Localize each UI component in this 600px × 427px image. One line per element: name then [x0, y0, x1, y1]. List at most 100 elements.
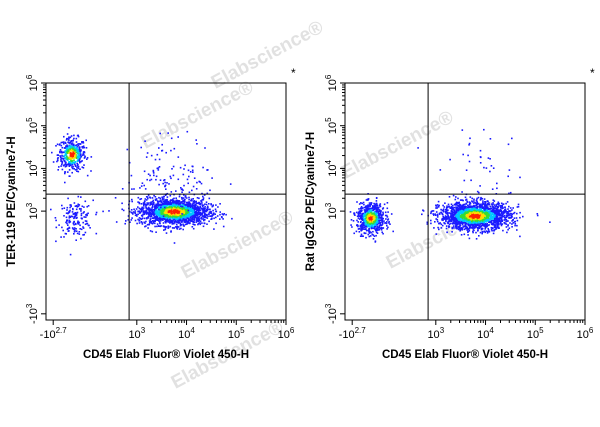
event-point [536, 213, 539, 215]
event-point [154, 208, 157, 211]
event-point [493, 226, 496, 228]
event-point [363, 219, 366, 222]
event-point [475, 214, 477, 216]
event-point [95, 232, 98, 235]
event-point [144, 210, 147, 213]
event-point [59, 155, 61, 157]
event-point [455, 227, 457, 229]
event-point [203, 209, 205, 211]
event-point [368, 215, 370, 218]
event-point [73, 220, 75, 223]
event-point [492, 227, 494, 229]
event-point [65, 148, 68, 151]
event-point [82, 167, 85, 169]
event-point [445, 217, 447, 219]
event-point [59, 143, 61, 145]
event-point [496, 208, 498, 211]
event-point [147, 173, 150, 175]
event-point [156, 223, 159, 225]
event-point [473, 198, 475, 201]
event-point [465, 226, 467, 228]
event-point [360, 235, 363, 237]
event-point [363, 218, 366, 221]
event-point [205, 201, 208, 203]
event-point [509, 214, 511, 216]
event-point [82, 221, 84, 224]
event-point [188, 210, 191, 213]
event-point [151, 217, 154, 219]
event-point [79, 208, 81, 210]
event-point [183, 204, 186, 207]
event-point [83, 233, 85, 236]
event-point [138, 207, 141, 210]
event-point [171, 227, 174, 229]
event-point [474, 219, 476, 222]
event-point [161, 218, 164, 221]
event-point [170, 231, 172, 233]
event-point [208, 208, 210, 211]
event-point [369, 222, 371, 225]
event-point [170, 211, 173, 214]
event-point [502, 215, 505, 218]
event-point [201, 218, 203, 220]
event-point [204, 147, 206, 149]
event-point [64, 162, 67, 164]
event-point [165, 221, 167, 224]
event-point [182, 219, 184, 222]
event-point [157, 206, 160, 209]
event-point [357, 214, 360, 216]
event-point [368, 232, 371, 234]
event-point [485, 221, 487, 223]
event-point [516, 212, 518, 215]
event-point [468, 222, 471, 225]
event-point [375, 216, 378, 219]
event-point [179, 220, 181, 222]
event-point [173, 222, 175, 225]
event-point [468, 221, 470, 223]
event-point [170, 203, 173, 205]
event-point [362, 201, 365, 204]
event-point [497, 220, 499, 223]
event-point [454, 222, 457, 224]
event-point [90, 170, 92, 172]
event-point [381, 217, 383, 220]
event-point [67, 212, 69, 214]
event-point [182, 223, 184, 226]
event-point [467, 211, 469, 213]
event-point [130, 211, 133, 214]
event-point [486, 206, 488, 209]
event-point [215, 216, 217, 219]
event-point [472, 207, 474, 210]
event-point [504, 222, 506, 225]
event-point [192, 198, 194, 200]
event-point [71, 142, 74, 144]
event-point [506, 211, 509, 213]
event-point [464, 222, 467, 224]
event-point [152, 212, 155, 215]
event-point [464, 205, 467, 208]
event-point [479, 216, 482, 218]
event-point [373, 216, 376, 219]
event-point [159, 225, 162, 228]
event-point [201, 199, 204, 201]
event-point [368, 223, 370, 226]
event-point [73, 223, 75, 226]
event-point [145, 196, 148, 198]
event-point [183, 211, 186, 213]
event-point [492, 209, 495, 211]
event-point [182, 200, 184, 203]
event-point [73, 216, 76, 218]
event-point [375, 209, 378, 211]
event-point [77, 222, 79, 225]
event-point [150, 210, 152, 212]
event-point [486, 232, 489, 234]
event-point [195, 202, 198, 205]
event-point [357, 217, 360, 219]
event-point [179, 204, 181, 207]
event-point [181, 220, 183, 222]
event-point [166, 216, 168, 219]
event-point [508, 215, 510, 217]
event-point [209, 212, 212, 214]
event-point [374, 207, 376, 210]
event-point [177, 212, 180, 214]
